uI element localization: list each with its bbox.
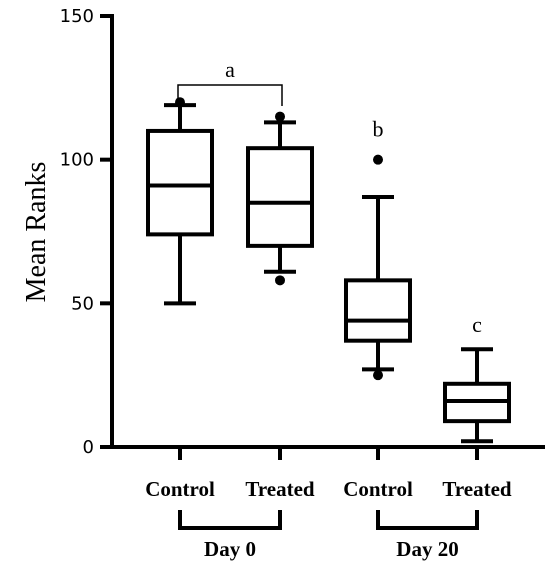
iqr-box xyxy=(344,278,412,343)
box-plot-group xyxy=(443,347,511,444)
iqr-box xyxy=(246,146,314,248)
y-axis-label: Mean Ranks xyxy=(21,162,52,303)
group-bracket xyxy=(178,510,282,530)
labels-layer: Control Treated Control Treated Day 0 Day 20 a… xyxy=(145,57,512,561)
group-bracket xyxy=(376,510,479,530)
y-tick-label: 50 xyxy=(71,293,94,314)
x-tick-label: Treated xyxy=(442,477,512,501)
y-tick-label: 0 xyxy=(83,437,94,458)
y-tick-label: 150 xyxy=(60,6,94,27)
outlier-point xyxy=(373,370,383,381)
group-label: Day 0 xyxy=(204,537,256,561)
box-plot-group xyxy=(246,111,314,286)
box-plot-group xyxy=(344,154,412,381)
box-plot-group xyxy=(146,97,214,306)
x-tick-label: Treated xyxy=(245,477,315,501)
marks-layer xyxy=(146,97,511,444)
axis-layer: Mean Ranks 0 50 100 150 xyxy=(21,6,545,460)
outlier-point xyxy=(175,97,185,108)
iqr-box xyxy=(146,128,214,237)
significance-bracket xyxy=(177,84,283,106)
y-tick-label: 100 xyxy=(60,150,94,171)
outlier-point xyxy=(373,154,383,165)
outlier-point xyxy=(275,111,285,122)
significance-letter: b xyxy=(373,117,384,142)
significance-letter: c xyxy=(472,312,482,337)
group-label: Day 20 xyxy=(396,537,458,561)
outlier-point xyxy=(275,275,285,286)
x-tick-label: Control xyxy=(145,477,215,501)
significance-letter: a xyxy=(225,57,235,82)
x-tick-label: Control xyxy=(343,477,413,501)
